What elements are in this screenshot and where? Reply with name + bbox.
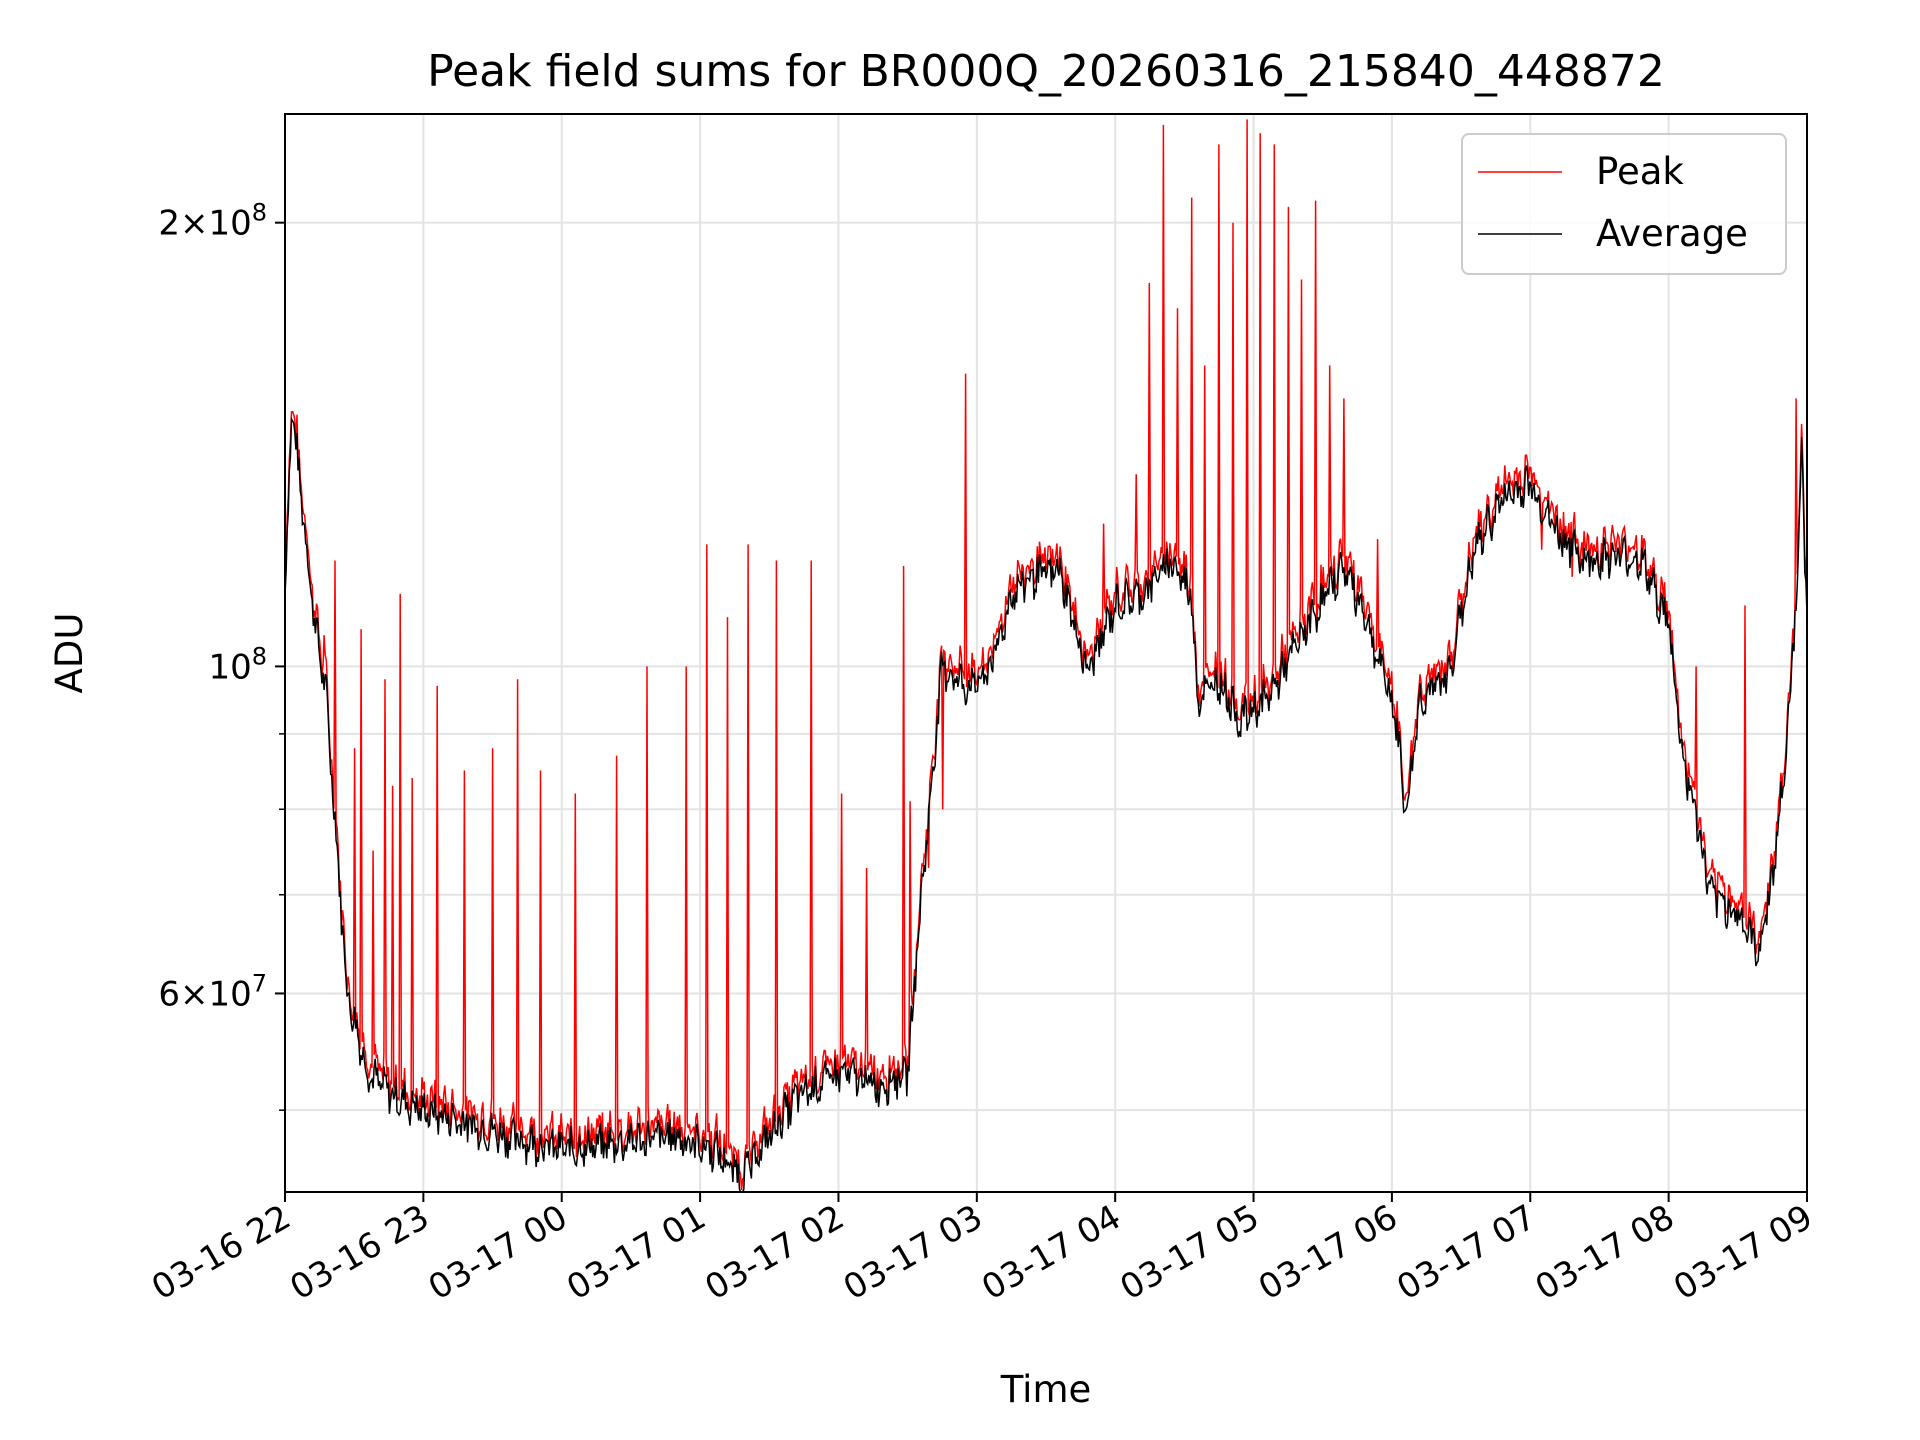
- x-axis-label: Time: [1000, 1368, 1092, 1411]
- legend-label-peak: Peak: [1596, 150, 1684, 193]
- x-tick-label: 03-17 01: [560, 1197, 712, 1308]
- chart-title: Peak field sums for BR000Q_20260316_2158…: [427, 46, 1665, 97]
- data-traces: [284, 119, 1808, 1193]
- y-axis: 6×107 108 2×108: [158, 199, 285, 1111]
- y-tick-label: 2×108: [158, 199, 267, 244]
- plot-frame: [284, 113, 1808, 1193]
- x-tick-label: 03-17 09: [1667, 1197, 1819, 1308]
- gridlines: [285, 114, 1807, 1192]
- y-tick-label: 6×107: [158, 969, 267, 1014]
- x-tick-label: 03-17 02: [699, 1197, 851, 1308]
- legend-box: [1461, 133, 1787, 275]
- y-axis-label: ADU: [48, 613, 91, 694]
- x-tick-label: 03-17 08: [1529, 1197, 1681, 1308]
- series-line-peak: [284, 119, 1808, 1190]
- x-tick-label: 03-17 07: [1390, 1197, 1542, 1308]
- x-tick-label: 03-17 03: [837, 1197, 989, 1308]
- legend-label-average: Average: [1596, 212, 1748, 255]
- series-line-average: [284, 416, 1808, 1193]
- legend: Peak Average: [1461, 133, 1787, 275]
- x-tick-label: 03-16 23: [283, 1197, 435, 1308]
- x-tick-label: 03-17 04: [975, 1197, 1127, 1308]
- x-tick-label: 03-17 05: [1114, 1197, 1266, 1308]
- x-tick-label: 03-17 06: [1252, 1197, 1404, 1308]
- y-tick-label: 108: [208, 642, 267, 687]
- x-tick-label: 03-17 00: [422, 1197, 574, 1308]
- x-tick-label: 03-16 22: [145, 1197, 297, 1308]
